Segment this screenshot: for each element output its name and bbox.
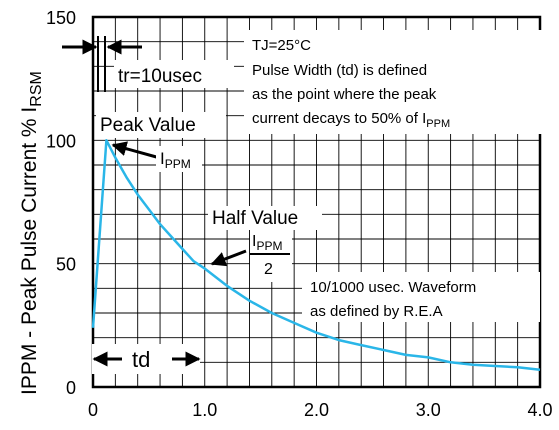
half-value-label: Half Value [212,208,298,229]
rise-time-annotation: tr=10usec [62,36,234,92]
peak-symbol: IPPM [160,149,191,171]
x-axis-ticks: 0 1.0 2.0 3.0 4.0 [88,400,553,420]
peak-value-label: Peak Value [100,115,196,136]
y-axis-label-sub: RSM [28,71,45,107]
x-tick-label: 0 [88,400,98,420]
tr-label: tr=10usec [118,66,202,87]
pulse-width-annotation: td [92,344,201,374]
y-axis-ticks: 0 50 100 150 [46,8,76,398]
half-fraction-denominator: 2 [264,261,273,278]
plot-area-frame [91,15,542,389]
half-fraction-numerator: IPPM [252,233,282,253]
conditions-line-3: as the point where the peak [252,86,437,103]
y-axis-label-main: IPPM - Peak Pulse Current % I [18,107,41,395]
x-tick-label: 3.0 [416,400,441,420]
conditions-line-2: Pulse Width (td) is defined [252,62,427,79]
conditions-line-1: TJ=25°C [252,37,311,54]
x-tick-label: 2.0 [304,400,329,420]
conditions-note: TJ=25°C Pulse Width (td) is defined as t… [244,30,542,134]
y-tick-label: 150 [46,8,76,28]
waveform-line-2: as defined by R.E.A [310,303,443,320]
y-tick-label: 50 [56,255,76,275]
td-label: td [132,347,150,372]
x-tick-label: 1.0 [192,400,217,420]
y-tick-label: 100 [46,131,76,151]
waveform-series-line [91,139,541,371]
y-axis-label: IPPM - Peak Pulse Current % IRSM [18,71,45,395]
x-tick-label: 4.0 [527,400,552,420]
waveform-note: 10/1000 usec. Waveform as defined by R.E… [302,272,540,322]
peak-value-annotation: Peak Value IPPM [96,112,226,172]
waveform-line-1: 10/1000 usec. Waveform [310,279,476,296]
y-tick-label: 0 [66,378,76,398]
conditions-line-4: current decays to 50% of IPPM [252,110,450,130]
half-value-annotation: Half Value IPPM 2 [208,206,322,282]
